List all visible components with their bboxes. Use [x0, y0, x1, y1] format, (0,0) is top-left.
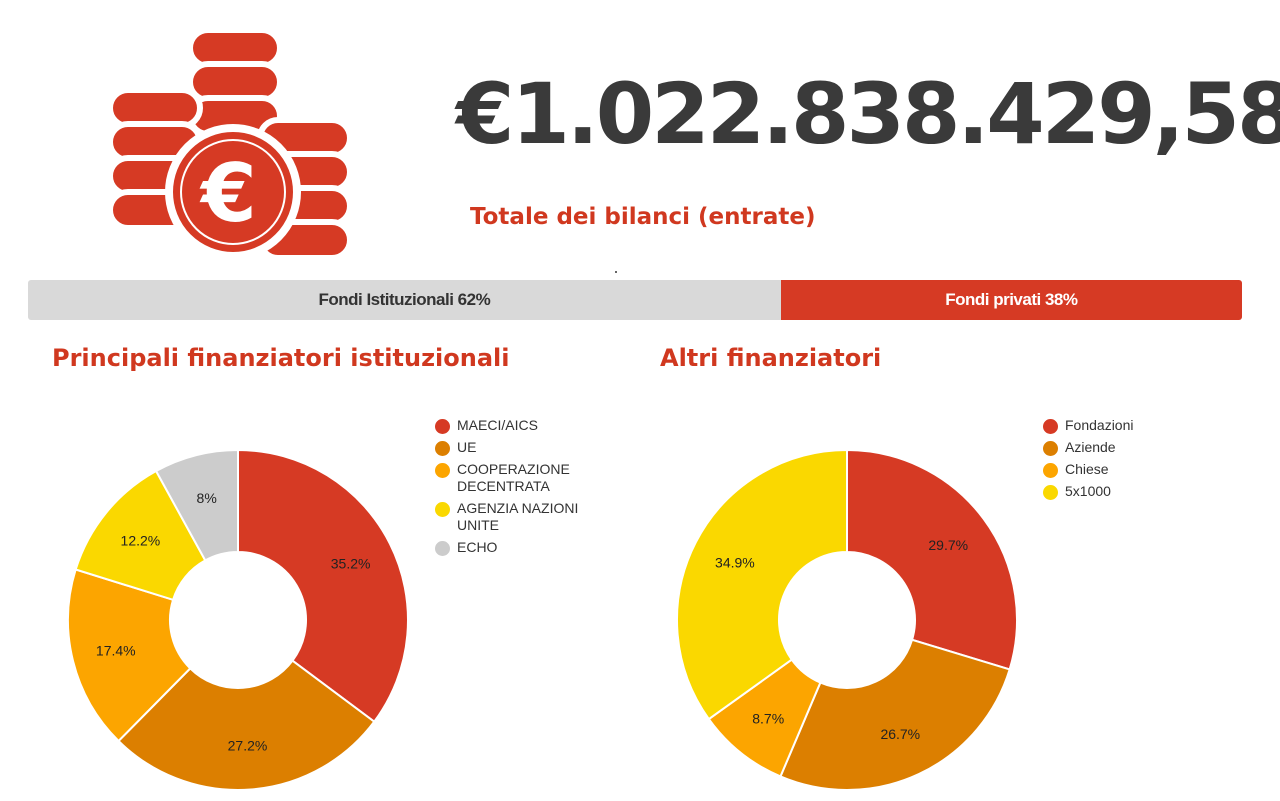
slice-fondazioni: [846, 448, 1018, 671]
slice-cooperazione-decentrata: [67, 568, 192, 743]
legend-label: AGENZIA NAZIONI UNITE: [457, 500, 579, 533]
legend-item-chiese: Chiese: [1043, 461, 1203, 478]
legend-label: ECHO: [457, 539, 498, 555]
institutional-legend: MAECI/AICS UE COOPERAZIONE DECENTRATA AGENZI…: [435, 417, 625, 561]
other-donut-chart: 29.7% 26.7% 8.7% 34.9%: [676, 448, 1018, 791]
legend-swatch: [435, 441, 450, 456]
legend-label: Aziende: [1065, 439, 1116, 455]
slice-label-echo: 8%: [197, 490, 217, 506]
slice-label-chiese: 8.7%: [752, 710, 784, 726]
funds-split-bar: Fondi Istituzionali 62% Fondi privati 38…: [28, 280, 1242, 320]
institutional-funds-segment: Fondi Istituzionali 62%: [28, 280, 781, 320]
legend-item-aziende: Aziende: [1043, 439, 1203, 456]
divider-dot: [615, 271, 617, 273]
svg-text:€: €: [199, 147, 257, 240]
slice-echo: [154, 448, 239, 562]
legend-item-cooperazione-decentrata: COOPERAZIONE DECENTRATA: [435, 461, 625, 495]
other-legend: Fondazioni Aziende Chiese 5x1000: [1043, 417, 1203, 505]
legend-item-agenzia-nazioni-unite: AGENZIA NAZIONI UNITE: [435, 500, 625, 534]
slice-5x1000: [676, 448, 848, 721]
legend-label: Chiese: [1065, 461, 1109, 477]
legend-label: 5x1000: [1065, 483, 1111, 499]
legend-swatch: [435, 463, 450, 478]
legend-item-ue: UE: [435, 439, 625, 456]
slice-label-5x1000: 34.9%: [715, 554, 755, 570]
euro-coins-icon: €: [107, 27, 353, 261]
legend-swatch: [1043, 419, 1058, 434]
legend-item-maeci-aics: MAECI/AICS: [435, 417, 625, 434]
legend-swatch: [435, 502, 450, 517]
slice-maeci-aics: [237, 448, 409, 724]
legend-item-5x1000: 5x1000: [1043, 483, 1203, 500]
legend-label: UE: [457, 439, 477, 455]
other-chart-title: Altri finanziatori: [660, 344, 882, 372]
slice-aziende: [779, 638, 1011, 791]
legend-swatch: [435, 419, 450, 434]
private-funds-segment: Fondi privati 38%: [780, 280, 1242, 320]
institutional-donut-chart: 35.2% 27.2% 17.4% 12.2% 8%: [67, 448, 409, 791]
slice-ue: [117, 659, 376, 791]
legend-label: Fondazioni: [1065, 417, 1134, 433]
legend-swatch: [1043, 485, 1058, 500]
total-amount: €1.022.838.429,58: [456, 65, 1280, 163]
legend-swatch: [435, 541, 450, 556]
legend-item-fondazioni: Fondazioni: [1043, 417, 1203, 434]
legend-label: MAECI/AICS: [457, 417, 538, 433]
slice-label-agenzia-nazioni-unite: 12.2%: [121, 532, 161, 548]
institutional-chart-title: Principali finanziatori istituzionali: [52, 344, 510, 372]
slice-label-maeci-aics: 35.2%: [331, 556, 371, 572]
legend-label: COOPERAZIONE DECENTRATA: [457, 461, 570, 494]
slice-label-aziende: 26.7%: [880, 726, 920, 742]
slice-label-cooperazione-decentrata: 17.4%: [96, 643, 136, 659]
legend-item-echo: ECHO: [435, 539, 625, 556]
slice-label-fondazioni: 29.7%: [928, 537, 968, 553]
slice-label-ue: 27.2%: [228, 738, 268, 754]
total-label: Totale dei bilanci (entrate): [470, 204, 816, 230]
legend-swatch: [1043, 463, 1058, 478]
legend-swatch: [1043, 441, 1058, 456]
